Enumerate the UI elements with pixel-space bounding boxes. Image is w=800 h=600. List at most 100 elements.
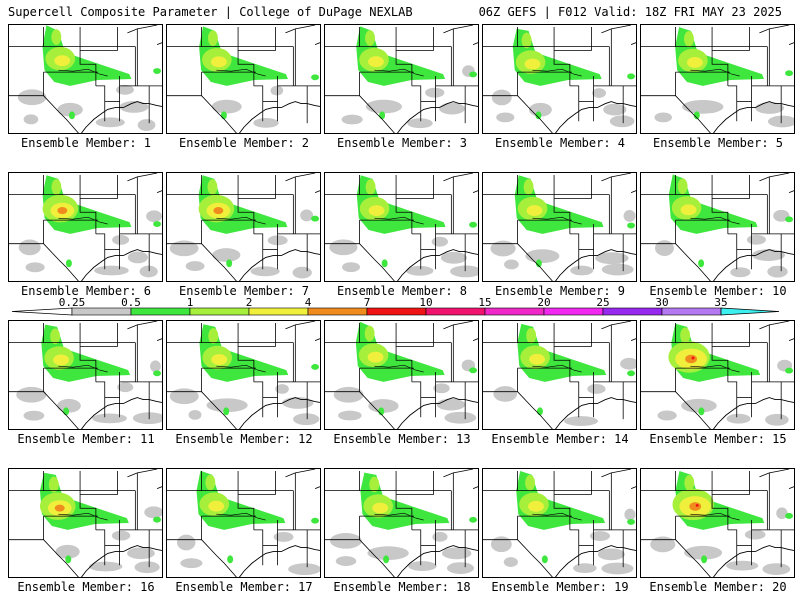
scp-area-orange (54, 504, 65, 512)
scp-area-gray (776, 507, 788, 520)
state-border (553, 26, 571, 86)
state-border (9, 95, 79, 133)
river (532, 364, 582, 373)
river (58, 216, 108, 225)
scp-area-gray (17, 89, 47, 106)
river (690, 68, 740, 77)
scp-area-green (535, 259, 542, 268)
scp-area-gray (623, 210, 636, 222)
scp-area-gray (188, 409, 202, 420)
legend-swatch (661, 307, 722, 316)
coastline (554, 249, 636, 281)
state-border (711, 26, 729, 86)
scp-area-gray (16, 386, 47, 403)
scp-area-gray (335, 556, 357, 566)
state-border (79, 322, 97, 382)
ensemble-member-map (324, 320, 479, 430)
state-border (325, 539, 395, 577)
state-border (95, 529, 106, 566)
scp-area-green (69, 111, 75, 120)
ensemble-member-label: Ensemble Member: 19 (491, 580, 629, 594)
map-canvas (641, 25, 794, 133)
state-border (395, 174, 413, 234)
state-border (443, 173, 474, 182)
ensemble-member-map (324, 24, 479, 134)
scp-area-gray (601, 263, 634, 276)
state-border (167, 539, 237, 577)
scp-area-lightgreen (51, 29, 62, 45)
scp-area-gray (587, 384, 606, 394)
scp-area-gray (595, 252, 629, 265)
scp-area-gray (504, 259, 519, 270)
scp-area-gray (137, 119, 156, 131)
scp-area-orange (685, 354, 697, 364)
scp-area-gray (212, 248, 241, 262)
state-border (237, 470, 255, 530)
state-border (395, 26, 413, 86)
scp-area-lightgreen (521, 32, 532, 49)
river (532, 68, 582, 77)
scp-area-gray (292, 266, 312, 279)
scp-area-gray (528, 102, 552, 117)
state-border (472, 486, 478, 490)
scp-area-gray (433, 383, 450, 394)
state-border (727, 529, 738, 566)
scp-area-lightgreen (205, 474, 216, 491)
scp-area-green (65, 555, 72, 564)
scp-area-green (627, 518, 636, 525)
map-canvas (9, 25, 162, 133)
state-border (167, 243, 237, 281)
scp-area-lightgreen (365, 179, 376, 195)
scp-area-gray (127, 251, 148, 264)
scp-area-yellow (211, 354, 228, 365)
state-border (314, 486, 320, 490)
scp-area-gray (681, 398, 717, 413)
coastline (396, 397, 478, 429)
map-canvas (641, 173, 794, 281)
scp-area-gray (564, 416, 598, 426)
scp-area-gray (624, 508, 636, 521)
scp-area-lightgreen (208, 328, 219, 344)
scp-area-lightgreen (684, 474, 695, 491)
state-border (167, 95, 237, 133)
state-border (253, 381, 264, 418)
legend-swatch (484, 307, 545, 316)
legend-arrow-left (11, 307, 73, 316)
scp-area-green (220, 111, 227, 120)
scp-area-gray (491, 89, 512, 106)
scp-area-green (383, 555, 390, 564)
river (58, 68, 108, 77)
state-border (325, 243, 395, 281)
state-border (727, 85, 738, 122)
scp-area-green (693, 111, 700, 120)
legend-swatch (602, 307, 663, 316)
state-border (553, 470, 571, 530)
state-border (630, 338, 636, 342)
state-border (759, 25, 790, 34)
legend-tick-label: 20 (537, 296, 550, 309)
scp-area-gray (88, 561, 123, 572)
map-canvas (325, 321, 478, 429)
legend-arrow-right (720, 307, 780, 316)
state-border (601, 173, 632, 182)
coastline (554, 397, 636, 429)
state-border (9, 539, 79, 577)
scp-area-gray (57, 398, 81, 413)
ensemble-member-map (640, 468, 795, 578)
map-canvas (641, 469, 794, 577)
state-border (95, 85, 106, 122)
scp-area-gray (570, 265, 594, 276)
state-border (237, 322, 255, 382)
coastline (712, 545, 794, 577)
ensemble-member-label: Ensemble Member: 11 (17, 432, 155, 446)
legend-tick-label: 7 (364, 296, 371, 309)
scp-area-gray (206, 398, 248, 413)
state-border (788, 190, 794, 194)
state-border (569, 233, 580, 270)
scp-area-gray (654, 112, 672, 123)
map-canvas (325, 173, 478, 281)
scp-area-red (691, 356, 695, 360)
map-canvas (325, 25, 478, 133)
state-border (9, 391, 79, 429)
ensemble-member-map (166, 320, 321, 430)
